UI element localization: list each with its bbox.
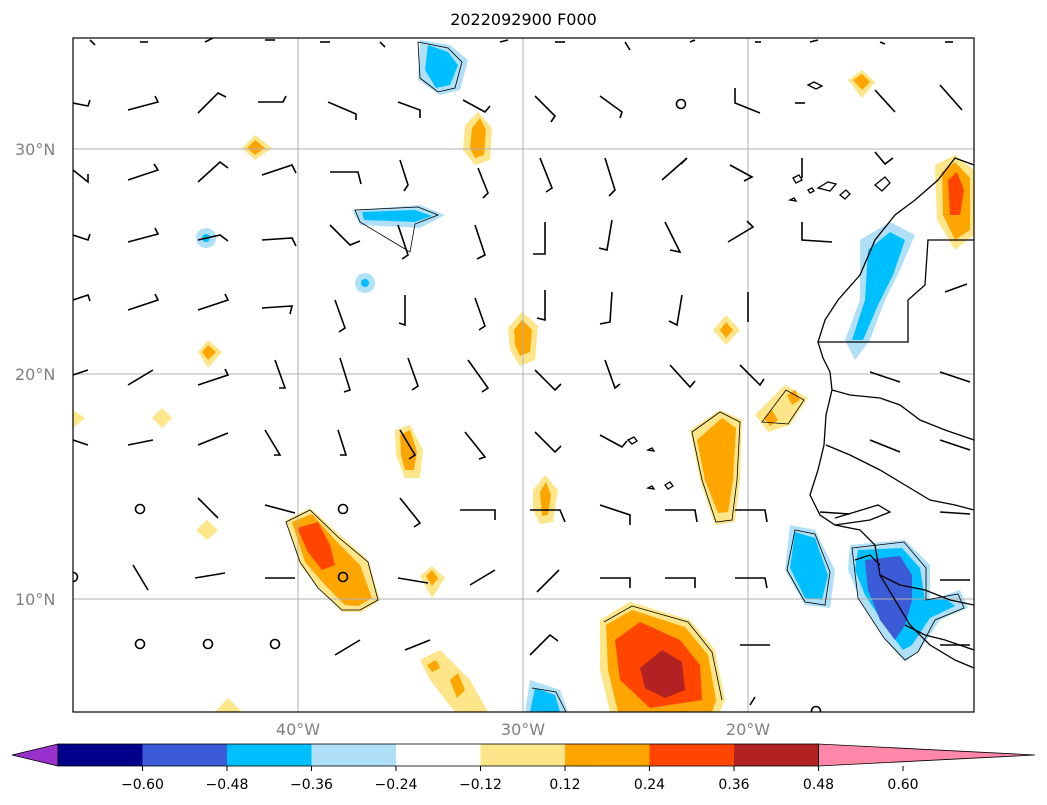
- colorbar-segment: [311, 744, 396, 766]
- colorbar-tick-label: 0.36: [718, 777, 749, 793]
- colorbar-frame: [57, 743, 819, 767]
- colorbar-tick-label: −0.12: [459, 777, 502, 793]
- colorbar-tick-label: −0.24: [375, 777, 418, 793]
- lon-label-20w: 20°W: [726, 720, 770, 739]
- colorbar-segment: [58, 744, 143, 766]
- colorbar-tick-label: 0.60: [887, 777, 918, 793]
- colorbar: −0.60 −0.48 −0.36 −0.24 −0.12 0.12 0.24 0.36 0.4…: [11, 743, 1036, 793]
- colorbar-segment: [227, 744, 312, 766]
- map-plot-area: [73, 38, 974, 712]
- colorbar-tick-label: 0.48: [803, 777, 834, 793]
- colorbar-tick-label: −0.36: [290, 777, 333, 793]
- colorbar-tick-label: 0.24: [634, 777, 665, 793]
- lat-label-10n: 10°N: [15, 590, 55, 609]
- colorbar-segment: [396, 744, 481, 766]
- gridlines: [73, 38, 974, 712]
- lon-label-40w: 40°W: [276, 720, 320, 739]
- colorbar-extend-low: [11, 743, 59, 767]
- map-title: 2022092900 F000: [450, 10, 597, 29]
- colorbar-tick-label: −0.60: [121, 777, 164, 793]
- colorbar-tick-label: 0.12: [549, 777, 580, 793]
- map-frame: [72, 37, 975, 713]
- lon-label-30w: 30°W: [501, 720, 545, 739]
- wind-barbs: [73, 38, 971, 712]
- colorbar-segment: [480, 744, 565, 766]
- colorbar-segment: [142, 744, 227, 766]
- colorbar-segment: [734, 744, 819, 766]
- colorbar-extend-high: [818, 743, 1036, 767]
- contour-lines: [285, 41, 965, 712]
- colorbar-segment: [565, 744, 650, 766]
- lat-label-20n: 20°N: [15, 365, 55, 384]
- coastlines: [626, 81, 974, 669]
- lat-label-30n: 30°N: [15, 140, 55, 159]
- colorbar-tick-label: −0.48: [206, 777, 249, 793]
- colorbar-segment: [649, 744, 734, 766]
